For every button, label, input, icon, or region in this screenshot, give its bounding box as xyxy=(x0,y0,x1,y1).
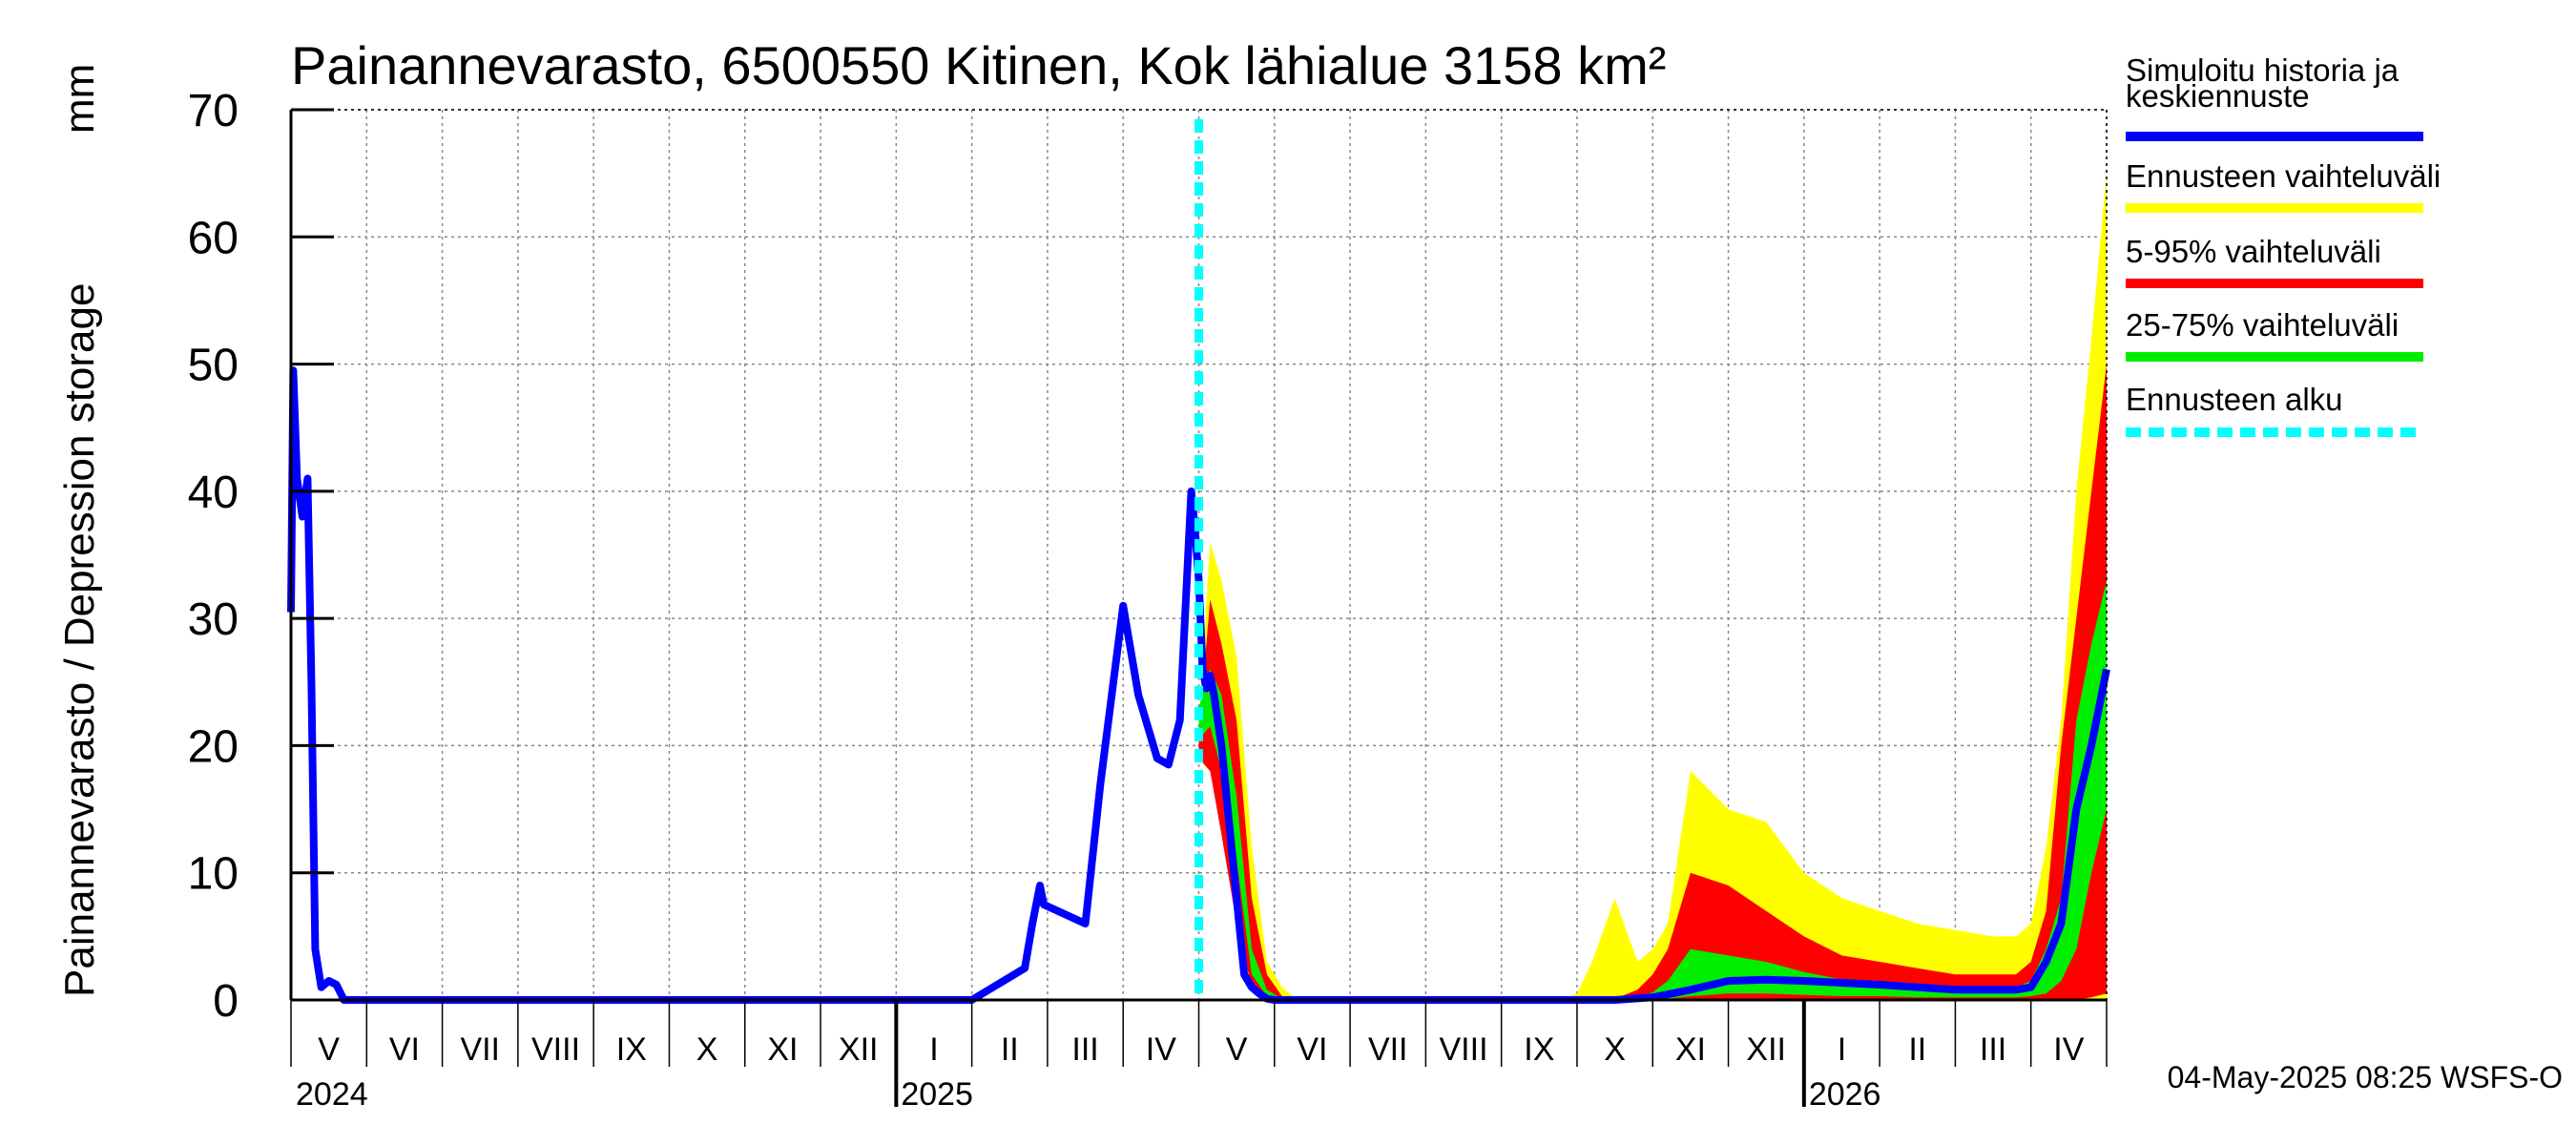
y-tick-label: 30 xyxy=(188,594,239,645)
y-tick-label: 10 xyxy=(188,849,239,900)
month-label: II xyxy=(1908,1031,1926,1068)
median-forecast-line xyxy=(1274,668,2110,1004)
month-label: IV xyxy=(2053,1031,2084,1068)
y-tick-label: 70 xyxy=(188,86,239,136)
month-label: VIII xyxy=(531,1031,580,1068)
month-label: V xyxy=(318,1031,340,1068)
footer-timestamp: 04-May-2025 08:25 WSFS-O xyxy=(2168,1060,2563,1094)
month-label: X xyxy=(696,1031,718,1068)
legend-label: Simuloitu historia ja xyxy=(2126,52,2399,88)
month-label: XII xyxy=(1746,1031,1786,1068)
axes xyxy=(289,108,2108,1107)
year-label: 2026 xyxy=(1809,1076,1881,1113)
month-label: III xyxy=(1980,1031,2006,1068)
legend-label: Ennusteen alku xyxy=(2126,382,2343,417)
x-year-labels: 2024 2025 2026 xyxy=(296,1076,1880,1113)
month-label: IV xyxy=(1146,1031,1176,1068)
chart-title: Painannevarasto, 6500550 Kitinen, Kok lä… xyxy=(291,35,1666,95)
month-label: XI xyxy=(767,1031,798,1068)
series-lines xyxy=(287,119,2110,1004)
month-label: IX xyxy=(616,1031,647,1068)
month-label: III xyxy=(1071,1031,1098,1068)
month-label: I xyxy=(929,1031,938,1068)
y-axis-label: Painannevarasto / Depression storage xyxy=(56,283,103,997)
legend-label: 5-95% vaihteluväli xyxy=(2126,234,2381,269)
y-tick-label: 40 xyxy=(188,468,239,518)
y-axis-unit: mm xyxy=(56,64,103,134)
month-label: X xyxy=(1604,1031,1626,1068)
y-tick-label: 0 xyxy=(213,976,239,1027)
legend-label: Ennusteen vaihteluväli xyxy=(2126,158,2441,194)
month-label: V xyxy=(1226,1031,1248,1068)
y-tick-label: 60 xyxy=(188,213,239,263)
month-label: VI xyxy=(389,1031,420,1068)
month-label: VIII xyxy=(1440,1031,1488,1068)
y-tick-label: 50 xyxy=(188,341,239,391)
history-line xyxy=(287,366,1276,1004)
month-label: XI xyxy=(1675,1031,1706,1068)
legend-label-line2: keskiennuste xyxy=(2126,78,2310,114)
year-label: 2025 xyxy=(901,1076,973,1113)
legend-label: 25-75% vaihteluväli xyxy=(2126,307,2399,343)
month-label: XII xyxy=(839,1031,879,1068)
month-label: II xyxy=(1001,1031,1019,1068)
month-label: VII xyxy=(1368,1031,1408,1068)
month-label: I xyxy=(1838,1031,1846,1068)
y-tick-labels: 0 10 20 30 40 50 60 70 xyxy=(188,86,239,1027)
month-label: VI xyxy=(1297,1031,1327,1068)
year-label: 2024 xyxy=(296,1076,368,1113)
month-label: IX xyxy=(1524,1031,1554,1068)
x-month-labels: V VI VII VIII IX X XI XII I II III IV V VI VII VIII IX X X… xyxy=(318,1031,2084,1068)
y-tick-label: 20 xyxy=(188,721,239,772)
month-label: VII xyxy=(460,1031,500,1068)
